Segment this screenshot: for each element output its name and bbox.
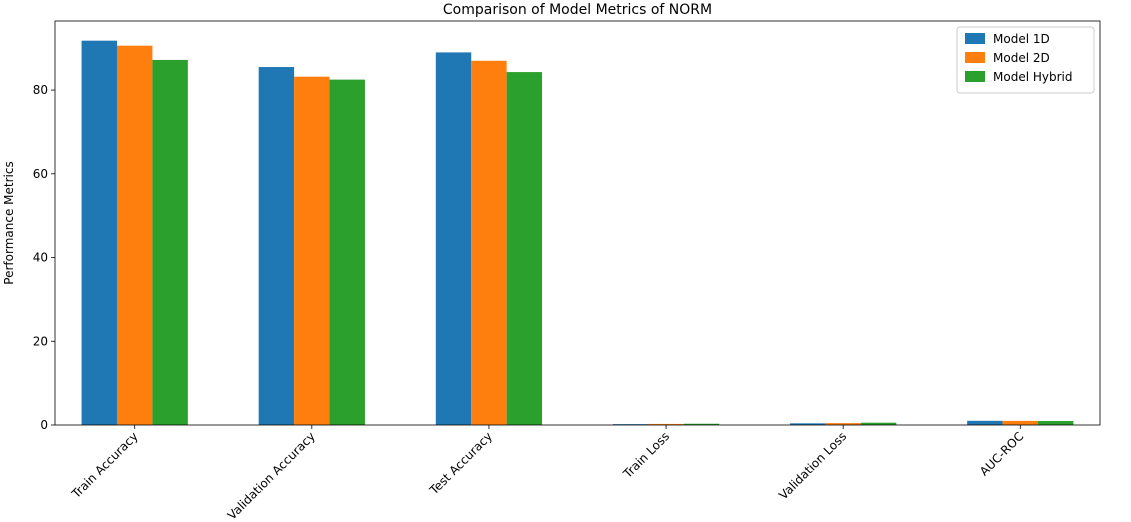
- y-tick-label: 20: [33, 334, 48, 348]
- bar: [506, 72, 543, 425]
- bar: [258, 67, 295, 426]
- bar: [435, 52, 472, 426]
- bar: [81, 40, 117, 426]
- y-tick-label: 40: [33, 251, 48, 265]
- legend-swatch: [965, 52, 985, 63]
- x-tick-label: Train Loss: [620, 429, 672, 481]
- legend-swatch: [965, 71, 985, 82]
- bar: [1002, 420, 1038, 425]
- legend-label: Model 1D: [993, 32, 1050, 46]
- bar: [1038, 421, 1074, 425]
- x-tick-label: Validation Accuracy: [225, 429, 318, 522]
- axes-layer: Train Accuracy Validation Accuracy Test Ac…: [33, 20, 1101, 522]
- bar: [860, 422, 897, 425]
- legend: Model 1D Model 2D Model Hybrid: [956, 26, 1095, 94]
- plot-frame: [54, 20, 1101, 426]
- x-tick-label: Train Accuracy: [68, 429, 140, 501]
- bar: [116, 45, 153, 425]
- bar: [683, 423, 720, 425]
- x-tick-label: Validation Loss: [776, 429, 849, 502]
- bars-layer: [81, 40, 1074, 426]
- legend-swatch: [965, 33, 985, 44]
- legend-label: Model Hybrid: [993, 70, 1072, 84]
- x-tick-label: AUC-ROC: [977, 429, 1026, 478]
- bar: [825, 423, 861, 425]
- bar: [294, 76, 330, 426]
- legend-box: [956, 26, 1095, 94]
- bar: [329, 79, 365, 426]
- legend-label: Model 2D: [993, 51, 1050, 65]
- bar: [648, 423, 684, 425]
- y-tick-label: 80: [33, 83, 48, 97]
- bar: [152, 59, 188, 426]
- bar: [967, 420, 1003, 425]
- x-tick-label: Test Accuracy: [426, 429, 495, 498]
- chart-title: Comparison of Model Metrics of NORM: [443, 2, 712, 18]
- bar: [471, 60, 507, 426]
- y-tick-label: 0: [40, 418, 48, 432]
- y-tick-label: 60: [33, 167, 48, 181]
- bar: [790, 423, 826, 425]
- bar: [612, 424, 649, 425]
- y-axis-label: Performance Metrics: [2, 161, 16, 284]
